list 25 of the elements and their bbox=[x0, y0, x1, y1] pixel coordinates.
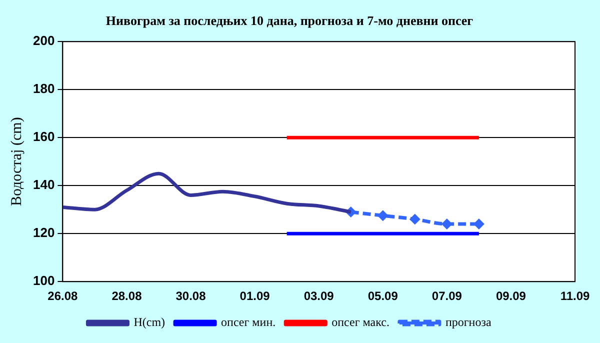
x-tick-label: 07.09 bbox=[432, 289, 462, 304]
y-tick-label: 160 bbox=[32, 129, 55, 144]
point bbox=[378, 210, 388, 220]
x-tick-label: 28.08 bbox=[112, 289, 142, 304]
x-tick-label: 05.09 bbox=[368, 289, 398, 304]
y-tick-label: 100 bbox=[32, 273, 55, 288]
y-tick-label: 120 bbox=[32, 225, 55, 240]
legend-label: прогноза bbox=[445, 315, 492, 330]
x-tick-label: 30.08 bbox=[176, 289, 206, 304]
x-tick-label: 11.09 bbox=[560, 289, 590, 304]
point bbox=[474, 219, 484, 229]
legend-label: опсег мин. bbox=[221, 315, 276, 330]
legend-label: опсег макс. bbox=[332, 315, 390, 330]
point bbox=[410, 214, 420, 224]
x-tick-label: 03.09 bbox=[304, 289, 334, 304]
x-tick-label: 01.09 bbox=[240, 289, 270, 304]
x-tick-label: 26.08 bbox=[48, 289, 78, 304]
point bbox=[442, 219, 452, 229]
y-tick-label: 180 bbox=[32, 81, 55, 96]
y-tick-label: 200 bbox=[32, 33, 55, 48]
y-tick-label: 140 bbox=[32, 177, 55, 192]
legend-label: H(cm) bbox=[134, 315, 166, 330]
x-tick-label: 09.09 bbox=[496, 289, 526, 304]
y-axis-title: Водостај (cm) bbox=[8, 117, 25, 206]
chart-title: Нивограм за последњих 10 дана, прогноза и 7-мо дневни опсег bbox=[106, 13, 474, 28]
